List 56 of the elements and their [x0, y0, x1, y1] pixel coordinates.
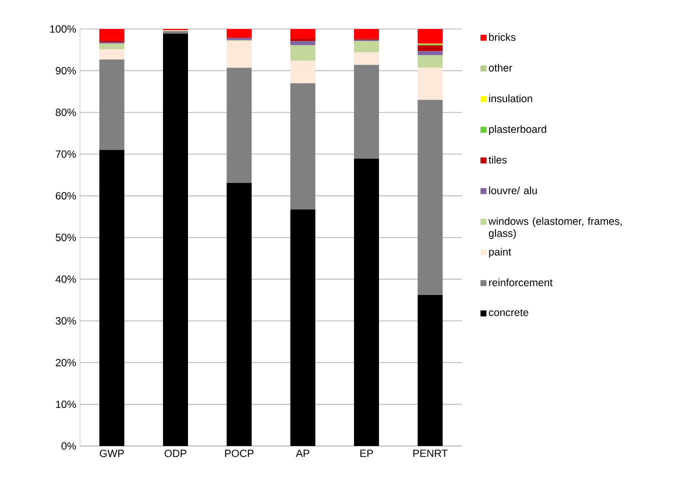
y-tick-label: 70% [56, 150, 76, 158]
bar [99, 150, 124, 446]
bar [226, 28, 252, 38]
x-tick-label: GWP [100, 450, 124, 458]
bar [418, 28, 443, 44]
bar [418, 68, 443, 100]
legend-label: paint [489, 248, 512, 258]
y-tick-label: 20% [56, 358, 76, 366]
y-tick-label: 10% [56, 400, 76, 408]
legend-label: other [488, 64, 512, 72]
bar [290, 45, 316, 61]
legend-label: plasterboard [489, 125, 546, 135]
y-tick-label: 30% [56, 317, 76, 325]
bar [99, 44, 124, 50]
bar [354, 52, 380, 65]
x-tick-label: ODP [164, 450, 186, 458]
bar [418, 100, 443, 296]
bar [418, 45, 443, 52]
bar [163, 31, 188, 34]
bar [226, 182, 252, 446]
y-tick-label: 60% [56, 192, 76, 200]
y-tick-label: 50% [56, 234, 76, 242]
bar [290, 60, 316, 84]
bar [290, 41, 316, 46]
bar [354, 64, 380, 159]
bar [99, 49, 124, 60]
bar [418, 51, 443, 56]
bar [99, 28, 124, 40]
bar [99, 59, 124, 150]
bar [290, 83, 316, 210]
bar [290, 210, 316, 446]
legend-label: windows (elastomer, frames, glass) [488, 217, 622, 239]
y-tick-label: 40% [56, 275, 76, 283]
y-tick-label: 100% [50, 25, 76, 33]
y-tick-label: 0% [62, 442, 76, 450]
bar [226, 68, 252, 183]
x-tick-label: POCP [225, 450, 254, 458]
y-tick-label: 80% [56, 108, 76, 116]
legend-label: tiles [488, 156, 507, 164]
legend-label: insulation [489, 94, 532, 102]
legend-label: concrete [488, 309, 528, 316]
bar [354, 158, 380, 446]
y-tick-label: 90% [56, 66, 76, 74]
bar [418, 295, 443, 446]
bar [354, 41, 380, 52]
legend-label: louvre/ alu [489, 186, 537, 194]
bar [354, 28, 380, 39]
x-tick-label: PENRT [413, 450, 448, 457]
bar [163, 34, 188, 446]
legend-label: reinforcement [489, 278, 553, 286]
bar [290, 28, 316, 40]
x-tick-label: EP [360, 450, 373, 457]
legend-label: bricks [489, 33, 516, 41]
bar [226, 41, 252, 68]
bar [418, 55, 443, 68]
x-tick-label: AP [296, 450, 310, 457]
